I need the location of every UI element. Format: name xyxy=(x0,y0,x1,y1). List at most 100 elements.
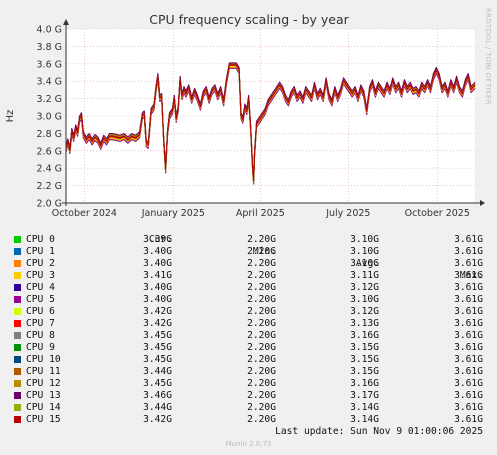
legend-swatch xyxy=(14,380,21,387)
legend-avg: 3.10G xyxy=(350,294,379,305)
y-axis-arrow xyxy=(63,19,69,25)
legend-max: 3.61G xyxy=(454,294,483,305)
legend-avg: 3.13G xyxy=(350,318,379,329)
y-tick-label: 2.8 G xyxy=(37,129,63,140)
legend-avg: 3.10G xyxy=(350,258,379,269)
legend-max: 3.61G xyxy=(454,342,483,353)
legend-series-name: CPU 12 xyxy=(26,378,61,389)
legend-avg: 3.14G xyxy=(350,402,379,413)
legend-swatch xyxy=(14,404,21,411)
y-tick-label: 4.0 G xyxy=(37,25,63,36)
legend-row: CPU 6 3.42G 2.20G 3.12G 3.61G xyxy=(0,306,497,318)
legend-min: 2.20G xyxy=(247,270,276,281)
x-axis-ticks: October 2024 January 2025 April 2025 July 2… xyxy=(52,208,470,219)
legend-avg: 3.12G xyxy=(350,282,379,293)
legend-avg: 3.17G xyxy=(350,390,379,401)
legend-min: 2.20G xyxy=(247,246,276,257)
legend-cur: 3.45G xyxy=(143,330,172,341)
generator-credit: Munin 2.0.73 xyxy=(225,440,272,448)
legend-cur: 3.40G xyxy=(143,246,172,257)
legend-header: Cur: Min: Avg: Max: xyxy=(0,222,497,281)
legend-avg: 3.16G xyxy=(350,330,379,341)
legend-max: 3.61G xyxy=(454,258,483,269)
legend-cur: 3.40G xyxy=(143,294,172,305)
legend-row: CPU 12 3.45G 2.20G 3.16G 3.61G xyxy=(0,378,497,390)
y-tick-label: 3.6 G xyxy=(37,59,63,70)
legend-cur: 3.45G xyxy=(143,354,172,365)
legend-max: 3.61G xyxy=(454,378,483,389)
series-line xyxy=(65,64,476,181)
legend-min: 2.20G xyxy=(247,342,276,353)
legend-min: 2.20G xyxy=(247,282,276,293)
header-min: Min: xyxy=(252,246,276,257)
legend-cur: 3.40G xyxy=(143,258,172,269)
legend-cur: 3.44G xyxy=(143,366,172,377)
legend-row: CPU 8 3.45G 2.20G 3.16G 3.61G xyxy=(0,330,497,342)
legend-series-name: CPU 14 xyxy=(26,402,61,413)
legend-row: CPU 15 3.42G 2.20G 3.14G 3.61G xyxy=(0,414,497,426)
legend-avg: 3.10G xyxy=(350,234,379,245)
legend-min: 2.20G xyxy=(247,330,276,341)
legend-max: 3.61G xyxy=(454,282,483,293)
legend-avg: 3.15G xyxy=(350,354,379,365)
legend-series-name: CPU 11 xyxy=(26,366,61,377)
legend-row: CPU 1 3.40G 2.20G 3.10G 3.61G xyxy=(0,246,497,258)
legend-row: CPU 7 3.42G 2.20G 3.13G 3.61G xyxy=(0,318,497,330)
legend-cur: 3.42G xyxy=(143,306,172,317)
last-update: Last update: Sun Nov 9 01:00:06 2025 xyxy=(275,426,483,437)
legend-row: CPU 4 3.40G 2.20G 3.12G 3.61G xyxy=(0,282,497,294)
y-axis-ticks: 2.0 G 2.2 G 2.4 G 2.6 G 2.8 G 3.0 G 3.2 G 3.4 G… xyxy=(37,25,63,210)
y-tick-label: 2.4 G xyxy=(37,164,63,175)
legend-cur: 3.39G xyxy=(143,234,172,245)
legend-series-name: CPU 1 xyxy=(26,246,55,257)
legend-series-name: CPU 10 xyxy=(26,354,61,365)
legend-max: 3.61G xyxy=(454,306,483,317)
legend-min: 2.20G xyxy=(247,378,276,389)
legend-series-name: CPU 9 xyxy=(26,342,55,353)
rrdtool-credit: RRDTOOL / TOBI OETIKER xyxy=(484,8,492,105)
legend-swatch xyxy=(14,248,21,255)
legend-row: CPU 5 3.40G 2.20G 3.10G 3.61G xyxy=(0,294,497,306)
legend-series-name: CPU 7 xyxy=(26,318,55,329)
legend-swatch xyxy=(14,284,21,291)
legend-max: 3.61G xyxy=(454,330,483,341)
legend-row: CPU 11 3.44G 2.20G 3.15G 3.61G xyxy=(0,366,497,378)
header-cur: Cur: xyxy=(148,234,172,245)
legend-avg: 3.16G xyxy=(350,378,379,389)
y-tick-label: 3.0 G xyxy=(37,112,63,123)
legend-row: CPU 0 3.39G 2.20G 3.10G 3.61G xyxy=(0,234,497,246)
x-tick-label: January 2025 xyxy=(141,208,205,219)
legend-min: 2.20G xyxy=(247,366,276,377)
series-lines xyxy=(65,62,476,185)
legend-row: CPU 13 3.46G 2.20G 3.17G 3.61G xyxy=(0,390,497,402)
y-tick-label: 2.0 G xyxy=(37,199,63,210)
legend-cur: 3.42G xyxy=(143,414,172,425)
header-avg: Avg: xyxy=(355,258,379,269)
y-axis-label: Hz xyxy=(5,110,16,123)
legend-series-name: CPU 6 xyxy=(26,306,55,317)
legend-series-name: CPU 4 xyxy=(26,282,55,293)
legend-max: 3.61G xyxy=(454,270,483,281)
legend-max: 3.61G xyxy=(454,246,483,257)
legend-max: 3.61G xyxy=(454,366,483,377)
legend-cur: 3.42G xyxy=(143,318,172,329)
legend-row: CPU 10 3.45G 2.20G 3.15G 3.61G xyxy=(0,354,497,366)
legend-swatch xyxy=(14,344,21,351)
legend-cur: 3.46G xyxy=(143,390,172,401)
legend-min: 2.20G xyxy=(247,258,276,269)
legend-row: CPU 3 3.41G 2.20G 3.11G 3.61G xyxy=(0,270,497,282)
legend-swatch xyxy=(14,368,21,375)
legend-min: 2.20G xyxy=(247,294,276,305)
legend-avg: 3.14G xyxy=(350,414,379,425)
legend-avg: 3.15G xyxy=(350,342,379,353)
x-tick-label: October 2025 xyxy=(405,208,470,219)
legend-max: 3.61G xyxy=(454,414,483,425)
legend-avg: 3.10G xyxy=(350,246,379,257)
legend-row: CPU 9 3.45G 2.20G 3.15G 3.61G xyxy=(0,342,497,354)
legend-swatch xyxy=(14,272,21,279)
legend-min: 2.20G xyxy=(247,402,276,413)
legend-cur: 3.41G xyxy=(143,270,172,281)
x-tick-label: April 2025 xyxy=(236,208,285,219)
legend-swatch xyxy=(14,392,21,399)
legend-swatch xyxy=(14,332,21,339)
